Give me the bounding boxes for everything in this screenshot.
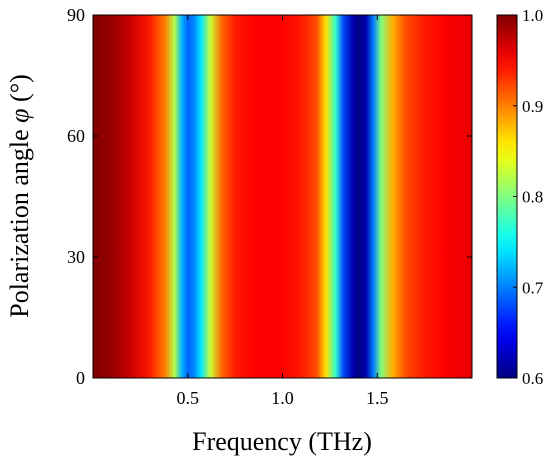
y-axis-label-unit: (°) (5, 74, 34, 108)
colorbar-ticks: 0.6 0.7 0.8 0.9 1.0 (513, 6, 544, 388)
colorbar-tick-label: 0.6 (522, 369, 543, 388)
y-tick-label: 90 (67, 5, 85, 25)
y-axis-ticks: 0 30 60 90 (67, 5, 472, 388)
y-tick-label: 0 (76, 368, 85, 388)
x-tick-label: 1.5 (366, 388, 389, 408)
x-tick-label: 1.0 (271, 388, 294, 408)
x-tick-label: 0.5 (177, 388, 200, 408)
heatmap-plot-area (93, 15, 472, 378)
colorbar-tick-label: 0.9 (522, 97, 543, 116)
x-axis-label: Frequency (THz) (192, 427, 372, 456)
colorbar-tick-label: 0.7 (522, 278, 544, 297)
colorbar-tick-label: 0.8 (522, 188, 543, 207)
colorbar-tick-label: 1.0 (522, 6, 543, 25)
y-tick-label: 60 (67, 126, 85, 146)
x-axis-ticks: 0.5 1.0 1.5 (177, 15, 389, 408)
colorbar (497, 15, 517, 378)
y-axis-label-symbol: φ (5, 108, 34, 122)
y-axis-label-text: Polarization angle (5, 123, 34, 318)
y-tick-label: 30 (67, 247, 85, 267)
y-axis-label: Polarization angle φ (°) (5, 74, 34, 318)
